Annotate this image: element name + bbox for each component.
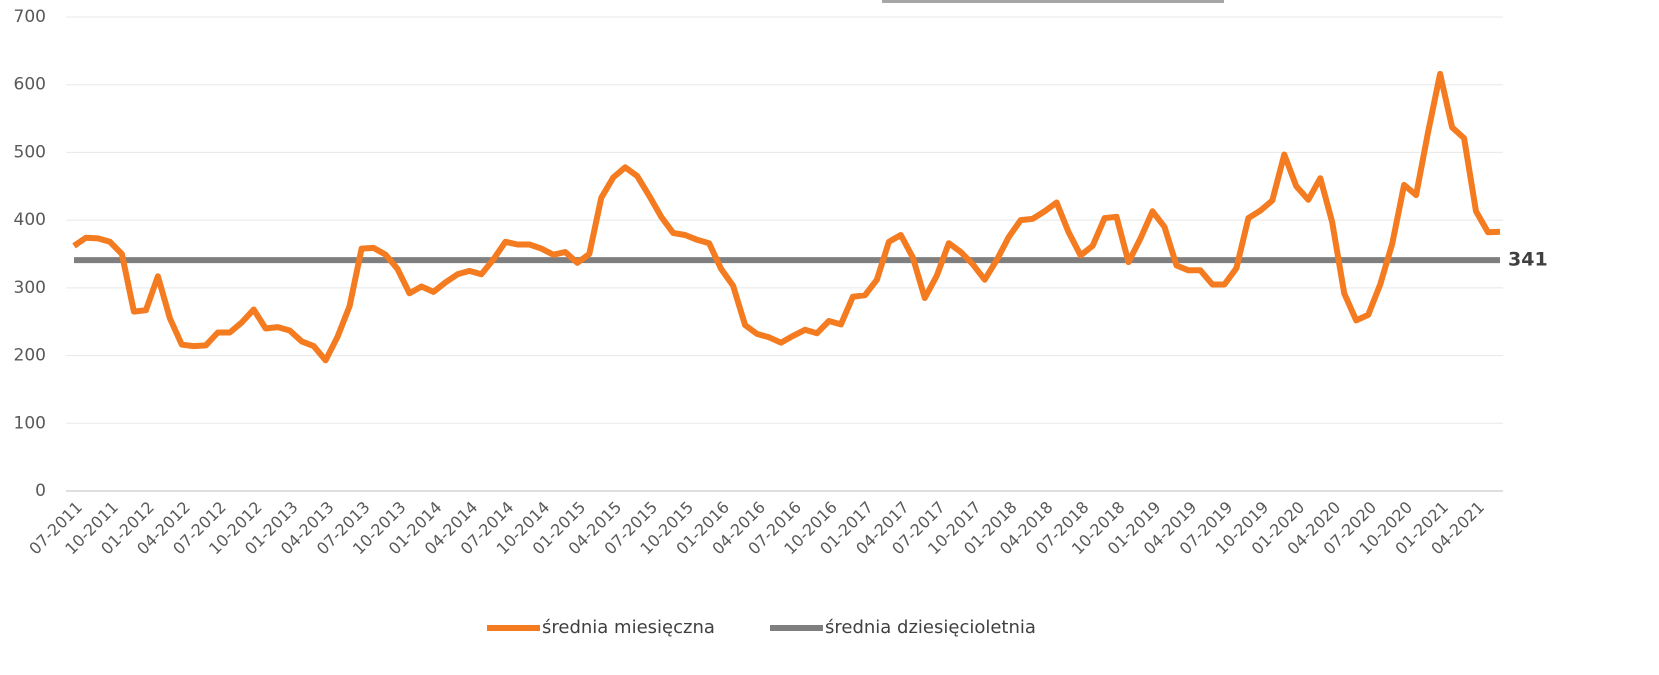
y-tick-label: 500 — [14, 142, 46, 162]
y-tick-label: 600 — [14, 75, 46, 95]
y-tick-label: 300 — [14, 278, 46, 298]
y-tick-label: 100 — [14, 413, 46, 433]
value-label: 341 — [1508, 249, 1548, 271]
decoration — [882, 0, 1224, 3]
series-line — [72, 70, 1501, 364]
legend-label: średnia miesięczna — [542, 617, 715, 638]
y-tick-label: 200 — [14, 346, 46, 366]
y-tick-label: 0 — [35, 481, 46, 501]
y-tick-label: 400 — [14, 210, 46, 230]
legend-label: średnia dziesięcioletnia — [825, 617, 1036, 638]
y-tick-label: 700 — [14, 7, 46, 27]
